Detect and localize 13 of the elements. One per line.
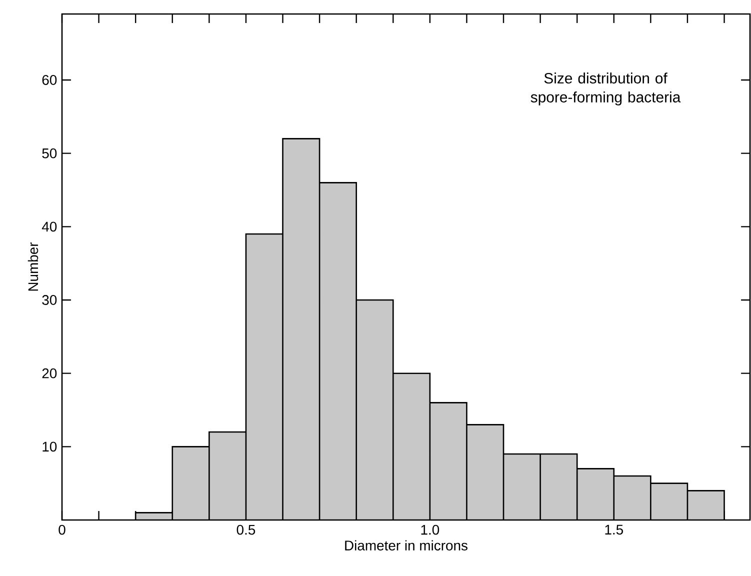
x-axis-title: Diameter in microns bbox=[345, 540, 468, 550]
x-tick-label: 0 bbox=[58, 524, 66, 535]
x-tick-label: 1.0 bbox=[421, 524, 440, 535]
y-tick-label: 20 bbox=[42, 368, 57, 378]
y-tick-label: 40 bbox=[42, 222, 57, 232]
y-tick-label: 30 bbox=[42, 295, 57, 305]
text: Size distribution of spore-forming bacteria bbox=[530, 72, 681, 106]
y-tick-label: 50 bbox=[42, 148, 57, 158]
y-tick-label: 60 bbox=[42, 75, 57, 85]
y-tick-label: 10 bbox=[42, 442, 57, 452]
x-tick-label: 0.5 bbox=[236, 524, 256, 535]
x-tick-label: 1.5 bbox=[605, 524, 623, 535]
y-axis-title: Number bbox=[28, 242, 38, 291]
